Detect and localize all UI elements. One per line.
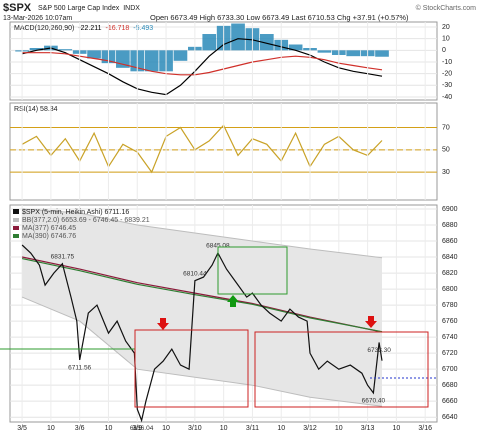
price-annotation: 6733.30 (367, 347, 391, 354)
histogram-bar (144, 50, 159, 72)
red-box (134, 329, 249, 408)
x-tick-label: 3/9 (132, 425, 142, 432)
legend-swatch (13, 209, 19, 214)
histogram-bar (288, 44, 303, 51)
y-tick-label: 6720 (442, 350, 458, 357)
price-annotation: 6670.40 (362, 398, 386, 405)
legend-swatch (13, 234, 19, 238)
exchange: INDX (123, 5, 140, 12)
series-line (22, 52, 383, 76)
legend-swatch (13, 218, 19, 222)
legend-entry: MA(390) 6746.76 (22, 233, 76, 240)
price-annotation: 6636.04 (130, 425, 154, 432)
overlays (0, 246, 437, 408)
y-tick-label: 6740 (442, 334, 458, 341)
legend-entry: -5.493 (133, 25, 153, 32)
histogram-bar (317, 50, 332, 53)
histogram-bar (259, 34, 274, 51)
legend-entry: -22.211 (78, 25, 101, 32)
y-tick-label: 6680 (442, 382, 458, 389)
price-annotation: 6845.08 (206, 243, 230, 250)
y-tick-label: -20 (442, 70, 452, 77)
series-line (21, 244, 383, 423)
legend-entry: BB(377,2.0) 6653.69 - 6746.45 - 6839.21 (22, 217, 150, 224)
x-tick-label: 3/6 (75, 425, 85, 432)
y-tick-label: 6780 (442, 302, 458, 309)
histogram-bar (346, 50, 361, 57)
price-annotation: 6831.75 (51, 253, 75, 260)
y-tick-label: 30 (442, 169, 450, 176)
legend-entry: MA(377) 6746.45 (22, 225, 76, 232)
y-tick-label: 6840 (442, 254, 458, 261)
y-tick-label: 6880 (442, 222, 458, 229)
y-tick-label: -10 (442, 59, 452, 66)
legend-swatch (13, 226, 19, 230)
histogram-bar (29, 48, 44, 51)
x-tick-label: 3/10 (188, 425, 202, 432)
histogram-bar (173, 50, 188, 61)
panels: 20 10 0 -10 -20 -30 -40 MACD(120,260,90) -22.211… (9, 21, 458, 432)
down-arrow (157, 318, 169, 330)
band-lower (21, 296, 383, 407)
y-tick-label: 6760 (442, 318, 458, 325)
x-tick-label: 3/12 (303, 425, 317, 432)
y-tick-label: 6900 (442, 206, 458, 213)
histogram-bar (58, 49, 73, 51)
y-tick-label: 6660 (442, 398, 458, 405)
y-tick-label: 70 (442, 124, 450, 131)
y-tick-label: 50 (442, 147, 450, 154)
x-tick-label: 10 (335, 425, 343, 432)
price-annotation: 6810.44 (183, 270, 207, 277)
histogram-bar (87, 50, 101, 59)
histogram-bar (202, 34, 217, 51)
x-tick-label: 10 (47, 425, 55, 432)
down-arrow (365, 316, 377, 328)
x-tick-label: 3/13 (361, 425, 375, 432)
legend-label: RSI(14) 58.34 (14, 106, 58, 113)
name: S&P 500 Large Cap Index (38, 5, 120, 12)
x-tick-label: 10 (277, 425, 285, 432)
legend-label: MACD(120,260,90) (14, 25, 74, 32)
y-tick-label: -30 (442, 82, 452, 89)
series-line (21, 258, 383, 333)
y-tick-label: 6860 (442, 238, 458, 245)
y-tick-label: -40 (442, 94, 452, 101)
x-tick-label: 10 (162, 425, 170, 432)
x-tick-label: 3/5 (17, 425, 27, 432)
series-line (21, 38, 383, 96)
y-tick-label: 6820 (442, 270, 458, 277)
green-box (217, 246, 288, 295)
chart-title: $SPX (5-min, Heikin Ashi) 6711.16 (22, 209, 129, 216)
y-tick-label: 6800 (442, 286, 458, 293)
y-tick-label: 10 (442, 36, 450, 43)
x-tick-label: 10 (393, 425, 401, 432)
credit: © StockCharts.com (416, 4, 477, 12)
y-tick-label: 0 (442, 47, 446, 54)
x-tick-label: 3/11 (246, 425, 259, 432)
x-tick-label: 10 (220, 425, 228, 432)
y-tick-label: 6640 (442, 414, 458, 421)
price-annotation: 6711.56 (68, 365, 91, 372)
symbol: $SPX (3, 2, 32, 14)
x-tick-label: 3/16 (418, 425, 432, 432)
series-line (21, 256, 383, 333)
histogram-bar (375, 50, 389, 57)
band-upper (22, 208, 383, 259)
red-box (254, 331, 429, 408)
y-tick-label: 20 (442, 24, 450, 31)
quote: Open 6673.49 High 6733.30 Low 6673.49 La… (150, 13, 409, 22)
date: 13-Mar-2026 10:07am (3, 15, 72, 22)
legend-entry: -16.718 (106, 25, 130, 32)
y-tick-label: 6700 (442, 366, 458, 373)
x-tick-label: 10 (105, 425, 113, 432)
up-arrow (227, 295, 239, 307)
histogram-bar (231, 23, 245, 51)
band-fill (22, 209, 382, 407)
series-line (21, 124, 383, 174)
